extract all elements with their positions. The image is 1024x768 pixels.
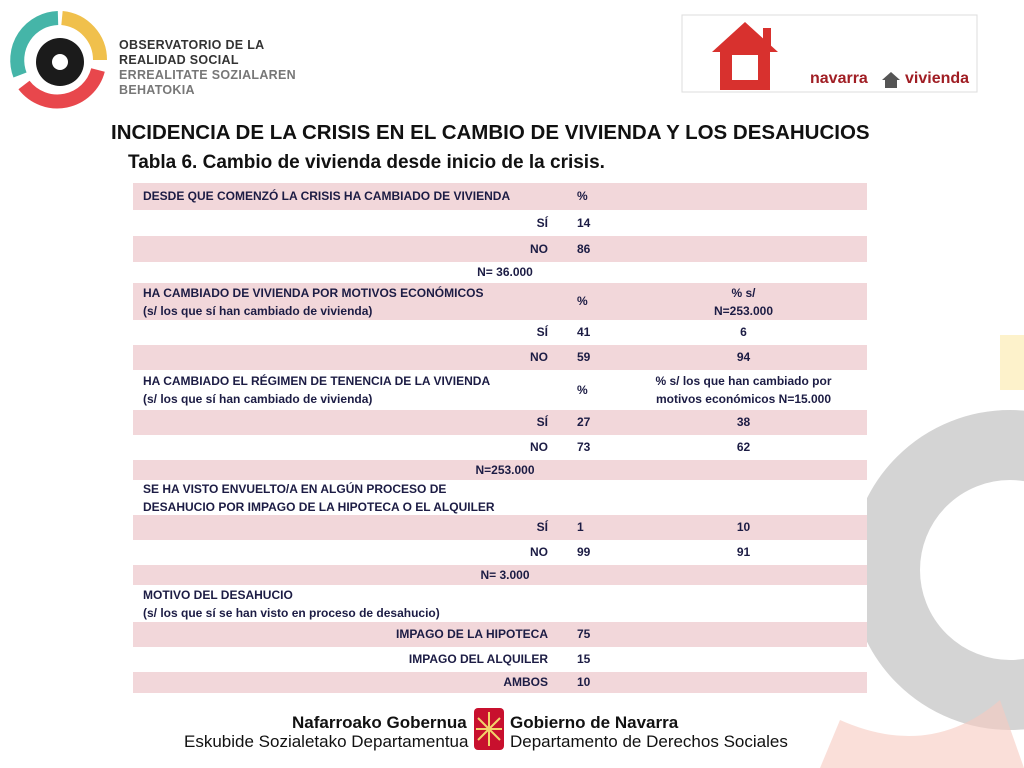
logo-text: OBSERVATORIO DE LA: [119, 38, 265, 52]
table-cell: HA CAMBIADO EL RÉGIMEN DE TENENCIA DE LA…: [143, 374, 491, 388]
footer-text: Gobierno de Navarra: [510, 713, 679, 732]
table-row: N= 36.000: [133, 262, 867, 283]
table-row: SÍ 41 6: [133, 320, 867, 345]
table-cell: N=253.000: [713, 303, 774, 318]
logo-pupil: [52, 54, 68, 70]
table-row: AMBOS 10: [133, 672, 867, 693]
bg-shape: [1000, 335, 1024, 390]
table-cell: 10: [736, 520, 751, 534]
table-cell: IMPAGO DE LA HIPOTECA: [395, 627, 548, 641]
logo-arc: [18, 67, 105, 109]
table-cell: (s/ los que sí han cambiado de vivienda): [143, 392, 373, 406]
table-cell: 99: [577, 545, 591, 559]
footer-text: Nafarroako Gobernua: [292, 713, 467, 732]
table-row: N=253.000: [133, 460, 867, 480]
table-cell: SÍ: [536, 215, 548, 230]
table-cell: % s/: [731, 285, 756, 300]
table-row: N= 3.000: [133, 565, 867, 585]
table-cell: N= 36.000: [477, 265, 533, 279]
house-icon: [712, 22, 778, 90]
table-cell: 41: [577, 325, 591, 339]
table-row: IMPAGO DEL ALQUILER 15: [133, 647, 867, 672]
subtitle: Tabla 6. Cambio de vivienda desde inicio…: [128, 152, 605, 173]
table-cell: HA CAMBIADO DE VIVIENDA POR MOTIVOS ECON…: [143, 285, 484, 300]
table-row: DESDE QUE COMENZÓ LA CRISIS HA CAMBIADO …: [133, 183, 867, 210]
shield-chains: [476, 712, 502, 746]
title: INCIDENCIA DE LA CRISIS EN EL CAMBIO DE …: [111, 121, 870, 144]
table-cell: NO: [530, 440, 548, 454]
table-cell: (s/ los que sí han cambiado de vivienda): [143, 303, 373, 318]
partner-logo-text: navarra: [810, 70, 868, 87]
table-cell: SE HA VISTO ENVUELTO/A EN ALGÚN PROCESO …: [143, 481, 447, 496]
footer-text: Eskubide Sozialetako Departamentua: [184, 732, 469, 751]
table-cell: 27: [577, 415, 591, 429]
table-row: HA CAMBIADO DE VIVIENDA POR MOTIVOS ECON…: [133, 283, 867, 320]
table-row: NO 59 94: [133, 345, 867, 370]
table-cell: 38: [736, 415, 751, 429]
table-cell: %: [577, 382, 588, 397]
logo-text: BEHATOKIA: [119, 83, 195, 97]
table-cell: 10: [577, 675, 591, 689]
table-cell: motivos económicos N=15.000: [655, 392, 832, 406]
table-cell: %: [577, 189, 588, 203]
partner-logo-text: vivienda: [905, 70, 970, 87]
table-cell: 6: [740, 325, 747, 339]
table-cell: 59: [577, 350, 591, 364]
chimney: [763, 28, 771, 46]
table-cell: 62: [736, 440, 751, 454]
table-cell: 86: [577, 241, 591, 256]
table-cell: N= 3.000: [480, 567, 530, 582]
logo-arc: [10, 11, 59, 78]
footer-text: Departamento de Derechos Sociales: [510, 732, 788, 751]
table-cell: 94: [736, 350, 751, 364]
table-cell: 14: [577, 215, 591, 230]
table-row: SE HA VISTO ENVUELTO/A EN ALGÚN PROCESO …: [133, 480, 867, 515]
table-cell: 91: [736, 545, 751, 559]
table-cell: DESDE QUE COMENZÓ LA CRISIS HA CAMBIADO …: [143, 189, 511, 203]
table-cell: AMBOS: [503, 675, 548, 689]
table-cell: IMPAGO DEL ALQUILER: [408, 652, 548, 666]
table-row: NO 86: [133, 236, 867, 262]
table-cell: 15: [577, 652, 591, 666]
table-cell: NO: [530, 545, 548, 559]
bg-shape: [820, 700, 1024, 768]
table-cell: %: [577, 294, 588, 308]
table-cell: 73: [577, 440, 591, 454]
logo-text: ERREALITATE SOZIALAREN: [119, 68, 296, 82]
table-cell: NO: [530, 350, 548, 364]
table-row: SÍ 1 10: [133, 515, 867, 540]
table-cell: NO: [530, 241, 548, 256]
table-cell: (s/ los que sí se han visto en proceso d…: [143, 605, 440, 620]
table-cell: MOTIVO DEL DESAHUCIO: [143, 587, 293, 602]
table-row: NO 73 62: [133, 435, 867, 460]
small-house: [882, 72, 900, 88]
table-cell: % s/ los que han cambiado por: [655, 374, 832, 388]
logo-arc: [60, 11, 108, 61]
table-cell: N=253.000: [475, 462, 535, 477]
table-cell: SÍ: [536, 415, 548, 429]
table-cell: 75: [577, 627, 591, 641]
bg-ring: [850, 410, 1024, 730]
table-row: HA CAMBIADO EL RÉGIMEN DE TENENCIA DE LA…: [133, 370, 867, 410]
table-cell: DESAHUCIO POR IMPAGO DE LA HIPOTECA O EL…: [143, 499, 495, 514]
table-cell: 1: [577, 520, 584, 534]
table-row: NO 99 91: [133, 540, 867, 565]
table-row: SÍ 14: [133, 210, 867, 236]
table-cell: SÍ: [536, 520, 548, 534]
table-row: IMPAGO DE LA HIPOTECA 75: [133, 622, 867, 647]
table-row: MOTIVO DEL DESAHUCIO (s/ los que sí se ha…: [133, 585, 867, 622]
logo-text: REALIDAD SOCIAL: [119, 53, 239, 67]
table-row: SÍ 27 38: [133, 410, 867, 435]
table-cell: SÍ: [536, 325, 548, 339]
